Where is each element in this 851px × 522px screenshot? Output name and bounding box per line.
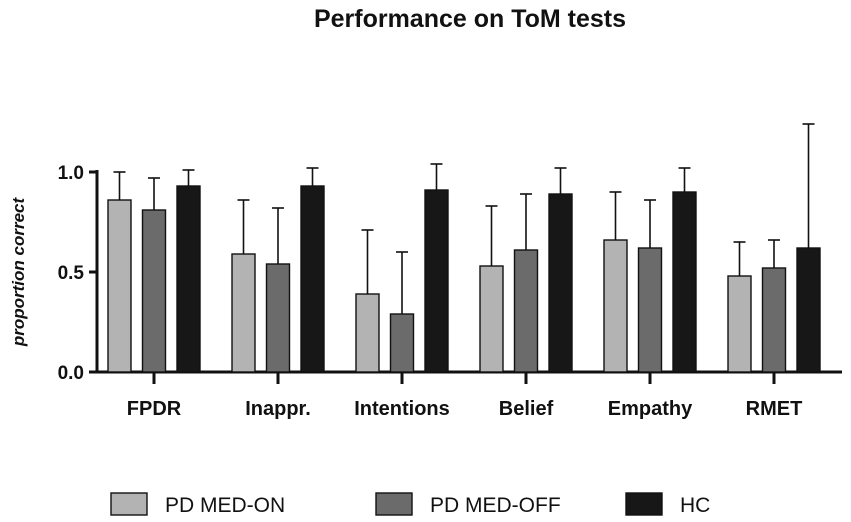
bar <box>176 185 201 373</box>
bar <box>107 199 132 373</box>
x-tick-label: Belief <box>499 398 554 420</box>
x-tick-labels: FPDR Inappr. Intentions Belief Empathy RMET <box>127 398 803 420</box>
x-tick-label: Inappr. <box>245 398 311 420</box>
chart-title: Performance on ToM tests <box>314 5 626 33</box>
bar <box>355 293 380 373</box>
bar <box>796 247 821 373</box>
bar <box>424 189 449 373</box>
axes: 0.0 0.5 1.0 <box>58 163 842 384</box>
x-tick-label: Empathy <box>608 398 693 420</box>
bar <box>479 265 504 373</box>
legend-swatch <box>375 492 413 516</box>
bar <box>141 209 167 373</box>
bar <box>265 263 291 373</box>
bar <box>727 275 752 373</box>
x-tick-label: RMET <box>746 398 803 420</box>
bar <box>513 249 539 373</box>
legend-label: PD MED-ON <box>165 494 285 517</box>
bar <box>761 267 787 373</box>
x-tick-label: FPDR <box>127 398 182 420</box>
x-tick-label: Intentions <box>354 398 450 420</box>
legend: PD MED-ON PD MED-OFF HC <box>110 492 710 517</box>
legend-label: PD MED-OFF <box>430 494 561 517</box>
bars <box>107 123 821 373</box>
legend-swatch <box>625 492 663 516</box>
bar <box>637 247 663 373</box>
y-tick-label: 0.0 <box>58 363 84 384</box>
legend-swatch <box>110 492 148 516</box>
y-axis-label: proportion correct <box>9 197 28 348</box>
bar <box>603 239 628 373</box>
legend-label: HC <box>680 494 710 517</box>
bar <box>672 191 697 373</box>
y-tick-label: 1.0 <box>58 163 84 184</box>
bar <box>548 193 573 373</box>
bar <box>389 313 415 373</box>
bar <box>231 253 256 373</box>
bar <box>300 185 325 373</box>
y-tick-label: 0.5 <box>58 263 85 284</box>
